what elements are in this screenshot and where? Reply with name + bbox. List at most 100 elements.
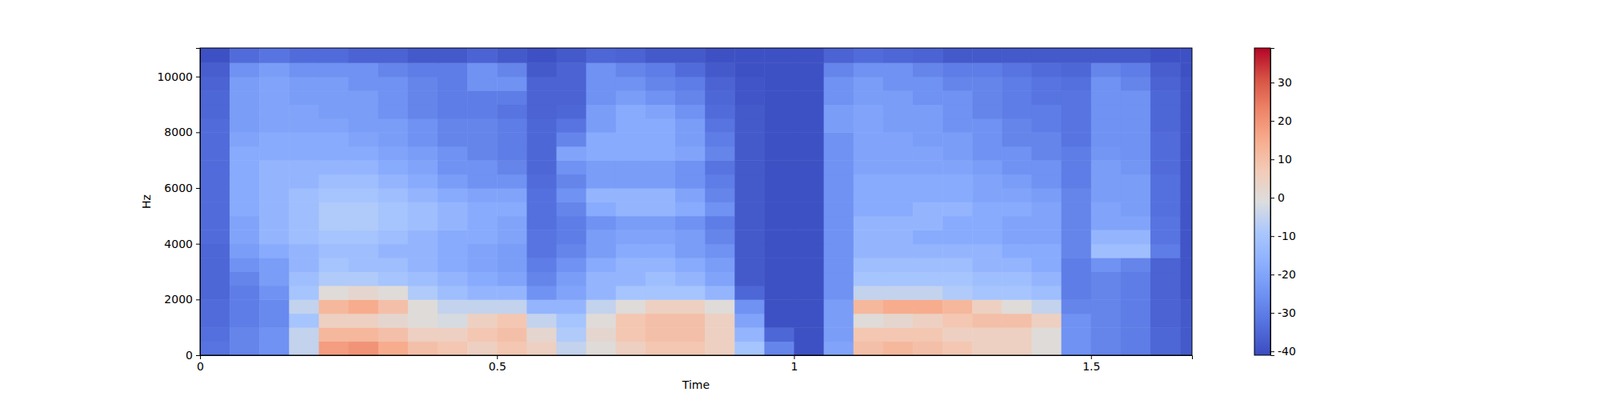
cell <box>288 104 320 120</box>
cell <box>794 327 825 342</box>
cell <box>288 244 320 259</box>
cell <box>794 62 825 77</box>
cell <box>883 285 914 300</box>
cell <box>437 257 468 272</box>
cell <box>348 341 380 356</box>
cell <box>912 90 944 105</box>
cell <box>259 257 290 272</box>
cell <box>200 229 231 244</box>
cell <box>972 285 1003 300</box>
cell <box>378 48 409 64</box>
cell <box>734 48 765 64</box>
cell <box>794 244 825 259</box>
cell <box>378 118 409 133</box>
cell <box>1180 174 1192 189</box>
cell <box>972 160 1003 175</box>
colorbar-tick: -30 <box>1270 306 1296 320</box>
cell <box>1120 188 1152 203</box>
cell <box>1032 160 1063 175</box>
cell <box>229 146 260 161</box>
cell <box>734 299 765 314</box>
cell <box>645 216 676 231</box>
cell <box>437 272 468 287</box>
cell <box>942 299 973 314</box>
cell <box>645 132 676 147</box>
cell <box>734 62 765 77</box>
colorbar-tick-label: 30 <box>1277 76 1292 89</box>
cell <box>229 229 260 244</box>
cell <box>912 216 944 231</box>
cell <box>1032 62 1063 77</box>
cell <box>734 146 765 161</box>
colorbar-tick-mark <box>1270 312 1275 314</box>
cell <box>1032 229 1063 244</box>
cell <box>1091 160 1122 175</box>
x-axis-line <box>200 356 1193 360</box>
cell <box>883 90 914 105</box>
cell <box>1091 146 1122 161</box>
cell <box>853 299 884 314</box>
cell <box>496 146 528 161</box>
cell <box>259 62 290 77</box>
cell <box>704 216 736 231</box>
cell <box>586 244 617 259</box>
cell <box>229 174 260 189</box>
cell <box>229 48 260 64</box>
colorbar <box>1254 48 1271 356</box>
cell <box>378 285 409 300</box>
cell <box>883 62 914 77</box>
cell <box>912 118 944 133</box>
y-tick-mark <box>196 299 200 300</box>
cell <box>378 146 409 161</box>
cell <box>794 160 825 175</box>
cell <box>319 118 350 133</box>
cell <box>556 48 588 64</box>
cell <box>853 341 884 356</box>
cell <box>1032 174 1063 189</box>
colorbar-tick-label: -30 <box>1277 306 1296 320</box>
colorbar-tick-mark <box>1270 159 1275 160</box>
cell <box>259 272 290 287</box>
cell <box>704 48 736 64</box>
cell <box>259 188 290 203</box>
cell <box>378 341 409 356</box>
cell <box>467 272 498 287</box>
cell <box>942 216 973 231</box>
cell <box>229 62 260 77</box>
cell <box>496 104 528 120</box>
cell <box>1091 313 1122 328</box>
cell <box>1180 313 1192 328</box>
cell <box>1150 285 1181 300</box>
cell <box>764 132 795 147</box>
cell <box>1032 132 1063 147</box>
cell <box>704 327 736 342</box>
cell <box>853 90 884 105</box>
cell <box>734 104 765 120</box>
cell <box>942 146 973 161</box>
cell <box>467 90 498 105</box>
cell <box>1091 285 1122 300</box>
cell <box>912 146 944 161</box>
cell <box>200 104 231 120</box>
cell <box>1032 299 1063 314</box>
cell <box>586 216 617 231</box>
cell <box>200 90 231 105</box>
cell <box>704 244 736 259</box>
colorbar-tick-mark <box>1270 82 1275 84</box>
cell <box>319 285 350 300</box>
x-tick: 0 <box>196 355 204 373</box>
cell <box>319 272 350 287</box>
cell <box>794 76 825 92</box>
cell <box>645 48 676 64</box>
cell <box>616 118 647 133</box>
cell <box>1061 146 1092 161</box>
cell <box>734 257 765 272</box>
cell <box>764 76 795 92</box>
cell <box>645 90 676 105</box>
cell <box>942 285 973 300</box>
cell <box>972 174 1003 189</box>
cell <box>408 146 439 161</box>
cell <box>883 188 914 203</box>
cell <box>704 132 736 147</box>
cell <box>319 229 350 244</box>
